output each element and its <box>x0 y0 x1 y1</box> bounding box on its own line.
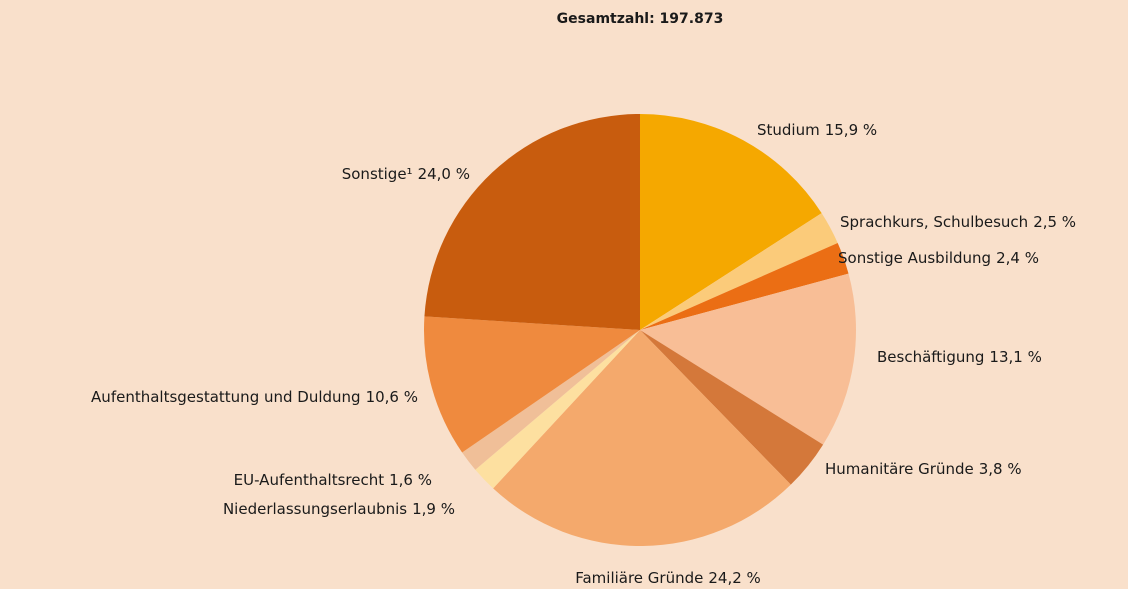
slice-label: Humanitäre Gründe 3,8 % <box>825 460 1022 478</box>
pie-slice <box>640 273 857 445</box>
pie-slice <box>493 330 791 546</box>
slice-label: Familiäre Gründe 24,2 % <box>575 569 761 587</box>
pie-slice <box>424 114 640 330</box>
category-label: Niederlassungserlaubnis <box>223 500 407 518</box>
category-label: Sonstige¹ <box>342 165 413 183</box>
value-label: 1,9 % <box>412 500 455 518</box>
value-label: 3,8 % <box>979 460 1022 478</box>
pie-slice <box>475 330 640 489</box>
slice-label: Aufenthaltsgestattung und Duldung 10,6 % <box>91 388 418 406</box>
value-label: 24,0 % <box>418 165 470 183</box>
pie-slice <box>424 316 640 453</box>
value-label: 1,6 % <box>389 471 432 489</box>
slice-label: Niederlassungserlaubnis 1,9 % <box>223 500 455 518</box>
slice-label: Studium 15,9 % <box>757 121 877 139</box>
pie-slice <box>640 114 822 330</box>
category-label: Sonstige Ausbildung <box>838 249 991 267</box>
value-label: 13,1 % <box>989 348 1041 366</box>
category-label: Studium <box>757 121 820 139</box>
value-label: 15,9 % <box>825 121 877 139</box>
value-label: 2,4 % <box>996 249 1039 267</box>
slice-label: EU-Aufenthaltsrecht 1,6 % <box>234 471 432 489</box>
category-label: Humanitäre Gründe <box>825 460 974 478</box>
category-label: Beschäftigung <box>877 348 984 366</box>
value-label: 10,6 % <box>366 388 418 406</box>
slice-label: Beschäftigung 13,1 % <box>877 348 1042 366</box>
pie-slice <box>640 330 824 485</box>
pie-slice <box>640 242 849 330</box>
chart-title: Gesamtzahl: 197.873 <box>557 11 724 27</box>
pie-slice <box>640 213 838 330</box>
value-label: 2,5 % <box>1033 213 1076 231</box>
pie-slice <box>462 330 640 470</box>
category-label: Sprachkurs, Schulbesuch <box>840 213 1028 231</box>
slice-label: Sonstige Ausbildung 2,4 % <box>838 249 1039 267</box>
value-label: 24,2 % <box>708 569 760 587</box>
slice-label: Sprachkurs, Schulbesuch 2,5 % <box>840 213 1076 231</box>
category-label: EU-Aufenthaltsrecht <box>234 471 385 489</box>
category-label: Aufenthaltsgestattung und Duldung <box>91 388 361 406</box>
slice-label: Sonstige¹ 24,0 % <box>342 165 470 183</box>
category-label: Familiäre Gründe <box>575 569 703 587</box>
